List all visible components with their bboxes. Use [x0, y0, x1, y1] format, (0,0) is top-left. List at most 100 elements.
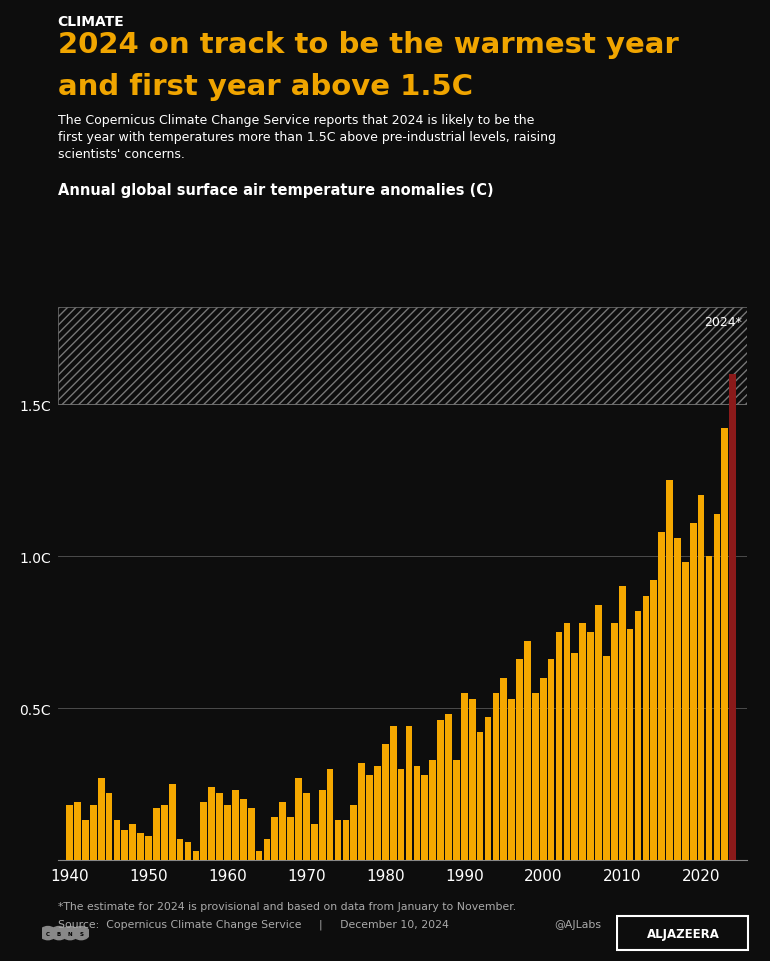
Bar [224, 805, 231, 860]
Bar [564, 624, 571, 860]
Bar [232, 790, 239, 860]
Bar [437, 721, 444, 860]
Bar [413, 766, 420, 860]
Text: and first year above 1.5C: and first year above 1.5C [58, 73, 473, 101]
Bar [82, 821, 89, 860]
Bar [579, 624, 586, 860]
Text: 2024*: 2024* [705, 316, 742, 329]
Bar [453, 760, 460, 860]
Bar [58, 308, 747, 405]
Bar [382, 745, 389, 860]
Bar [674, 538, 681, 860]
Bar [374, 766, 381, 860]
Bar [421, 776, 428, 860]
Text: *The estimate for 2024 is provisional and based on data from January to November: *The estimate for 2024 is provisional an… [58, 901, 516, 911]
Bar [200, 802, 207, 860]
Bar [445, 714, 452, 860]
Bar [185, 842, 192, 860]
Bar [358, 763, 365, 860]
Bar [209, 787, 215, 860]
Bar [263, 839, 270, 860]
Bar [240, 800, 246, 860]
Bar [216, 793, 223, 860]
Bar [367, 776, 373, 860]
Bar [508, 700, 515, 860]
Bar [153, 808, 160, 860]
Bar [343, 821, 350, 860]
Bar [98, 778, 105, 860]
Bar [658, 532, 665, 860]
Bar [642, 596, 649, 860]
Bar [430, 760, 436, 860]
Bar [484, 718, 491, 860]
Text: scientists' concerns.: scientists' concerns. [58, 148, 185, 161]
Circle shape [62, 926, 79, 940]
Bar [619, 587, 625, 860]
Bar [122, 829, 128, 860]
Bar [690, 523, 697, 860]
Bar [287, 818, 294, 860]
Bar [477, 732, 484, 860]
Bar [256, 851, 263, 860]
Text: Annual global surface air temperature anomalies (C): Annual global surface air temperature an… [58, 183, 494, 198]
Bar [547, 659, 554, 860]
Bar [729, 375, 736, 860]
Text: C: C [46, 930, 50, 936]
Bar [90, 805, 96, 860]
Text: Source:  Copernicus Climate Change Service     |     December 10, 2024: Source: Copernicus Climate Change Servic… [58, 919, 449, 929]
Bar [698, 496, 705, 860]
Text: 2024 on track to be the warmest year: 2024 on track to be the warmest year [58, 31, 678, 59]
Bar [611, 624, 618, 860]
Bar [627, 629, 634, 860]
Bar [137, 833, 144, 860]
Bar [532, 693, 539, 860]
Bar [146, 836, 152, 860]
Bar [721, 429, 728, 860]
Bar [651, 580, 657, 860]
Bar [105, 793, 112, 860]
Bar [500, 678, 507, 860]
Bar [303, 793, 310, 860]
Bar [390, 727, 397, 860]
Bar [461, 693, 467, 860]
Bar [66, 805, 73, 860]
Text: N: N [68, 930, 72, 936]
Text: CLIMATE: CLIMATE [58, 15, 125, 30]
Bar [169, 784, 176, 860]
Text: ALJAZEERA: ALJAZEERA [647, 926, 720, 940]
Bar [192, 851, 199, 860]
Bar [335, 821, 341, 860]
Bar [705, 556, 712, 860]
Circle shape [51, 926, 67, 940]
Bar [540, 678, 547, 860]
Text: first year with temperatures more than 1.5C above pre-industrial levels, raising: first year with temperatures more than 1… [58, 131, 556, 144]
Bar [129, 824, 136, 860]
Text: B: B [57, 930, 61, 936]
Bar [177, 839, 183, 860]
Bar [161, 805, 168, 860]
Bar [588, 632, 594, 860]
Bar [666, 480, 673, 860]
Bar [493, 693, 499, 860]
Text: S: S [79, 930, 83, 936]
Text: The Copernicus Climate Change Service reports that 2024 is likely to be the: The Copernicus Climate Change Service re… [58, 113, 534, 127]
Bar [74, 802, 81, 860]
Bar [469, 700, 476, 860]
Bar [524, 642, 531, 860]
Bar [516, 659, 523, 860]
Bar [595, 605, 602, 860]
Bar [556, 632, 562, 860]
Bar [682, 562, 688, 860]
Bar [714, 514, 720, 860]
Bar [311, 824, 318, 860]
Bar [280, 802, 286, 860]
Bar [603, 656, 610, 860]
Bar [406, 727, 413, 860]
Bar [326, 769, 333, 860]
Bar [248, 808, 255, 860]
Bar [398, 769, 404, 860]
Bar [571, 653, 578, 860]
Circle shape [39, 926, 56, 940]
Text: @AJLabs: @AJLabs [554, 919, 601, 928]
Bar [295, 778, 302, 860]
